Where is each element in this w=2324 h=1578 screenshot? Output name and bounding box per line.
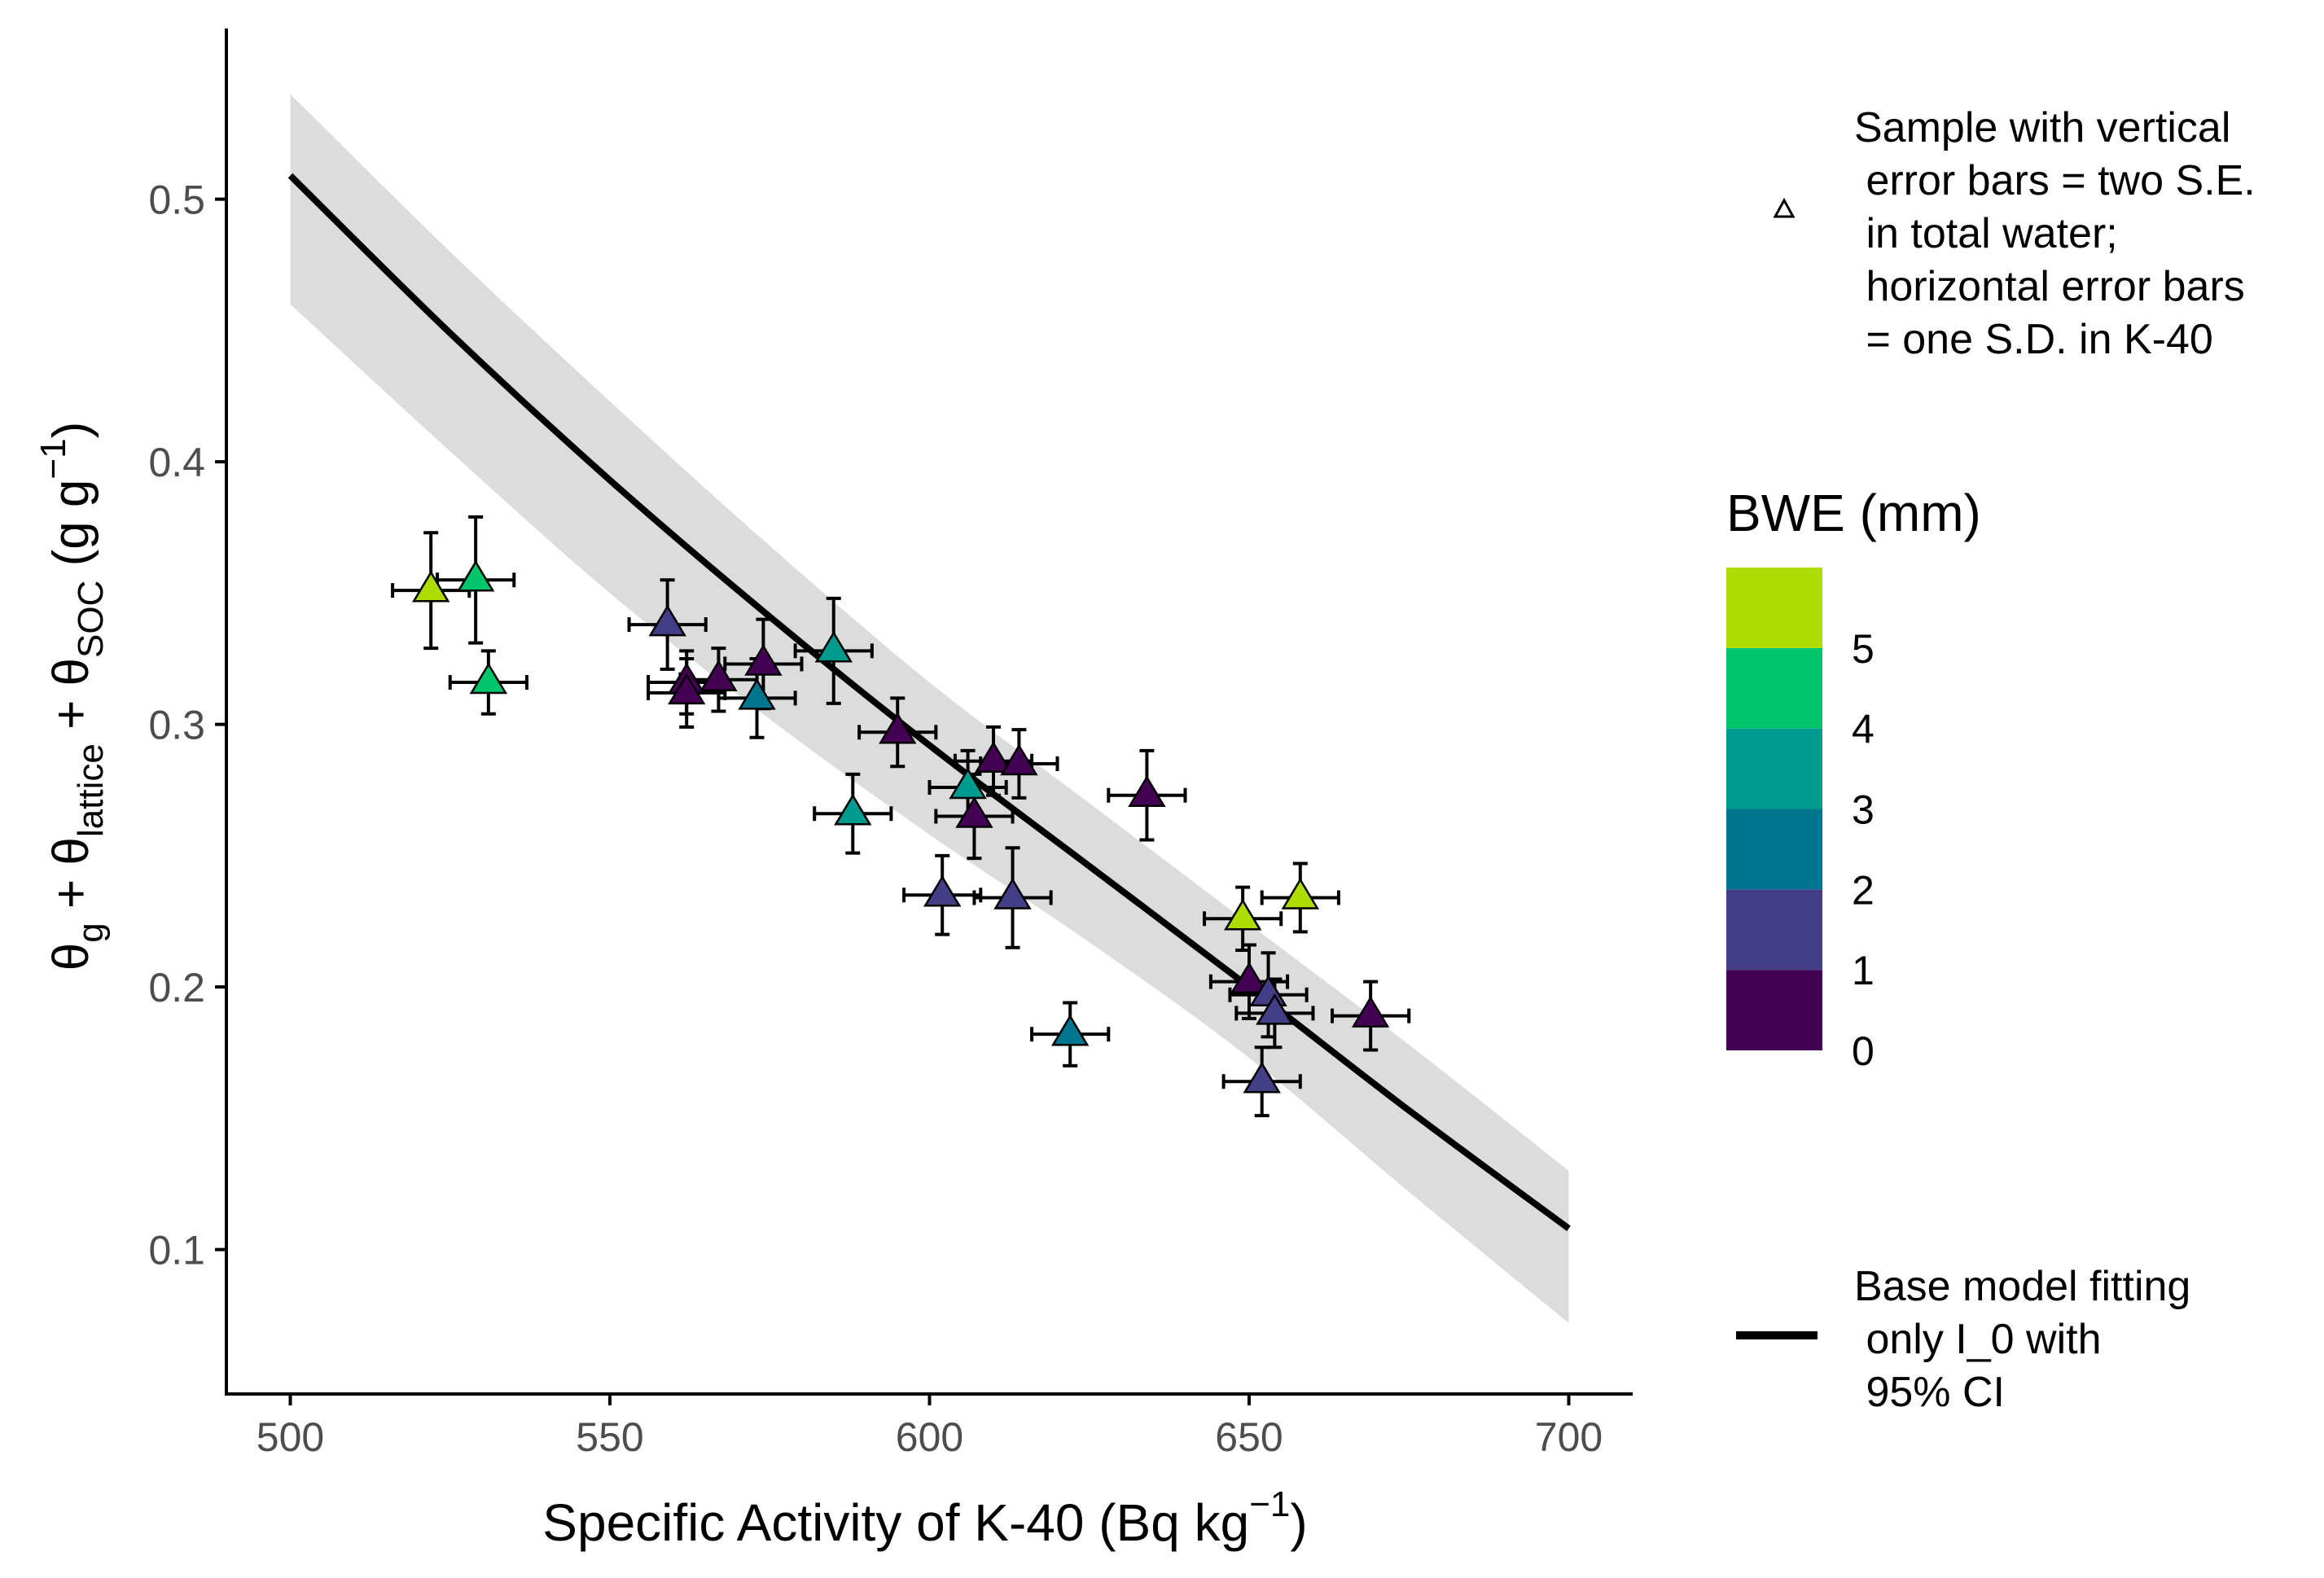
data-point-13 <box>949 767 987 800</box>
data-point-25 <box>1281 877 1320 910</box>
colorbar-tick-label-3: 3 <box>1852 787 1875 833</box>
data-point-26 <box>1351 996 1390 1028</box>
colorbar-band-1 <box>1726 889 1822 971</box>
legend-line-line-3: 95% CI <box>1854 1369 2005 1416</box>
colorbar-tick-label-5: 5 <box>1852 626 1875 672</box>
y-title-plus-2: + <box>43 686 99 743</box>
data-point-5 <box>667 673 706 705</box>
y-title-theta-soc: θ <box>43 658 99 686</box>
legend-point-line-3: in total water; <box>1854 210 2118 257</box>
colorbar-tick-label-1: 1 <box>1852 948 1875 993</box>
data-point-8 <box>744 643 783 676</box>
x-tick-label-650: 650 <box>1215 1414 1283 1460</box>
colorbar-band-3 <box>1726 728 1822 809</box>
x-axis-title-close: ) <box>1290 1493 1307 1552</box>
colorbar-bands <box>1726 568 1822 1050</box>
data-point-10 <box>834 793 872 826</box>
y-title-sub-lattice: lattice <box>71 743 111 837</box>
data-point-21 <box>1230 962 1269 993</box>
data-point-19 <box>1128 775 1166 807</box>
legend-colorbar: BWE (mm) 0 1 2 3 4 5 <box>1726 484 1981 1074</box>
data-point-17 <box>1000 743 1038 776</box>
legend-line-line-2: only I_0 with <box>1854 1316 2102 1363</box>
data-point-14 <box>955 796 993 828</box>
data-point-12 <box>923 874 962 907</box>
y-title-theta-g: θ <box>43 943 99 971</box>
colorbar-band-4 <box>1726 647 1822 729</box>
data-point-22 <box>1243 1061 1281 1094</box>
data-point-20 <box>1223 898 1262 931</box>
y-title-unit: (g g <box>43 480 99 581</box>
y-title-theta-lattice: θ <box>43 837 99 865</box>
data-point-16 <box>993 877 1032 910</box>
y-title-unit-close: ) <box>43 422 99 439</box>
point-layer <box>411 559 1390 1094</box>
data-point-1 <box>456 559 495 592</box>
legend-triangle-icon <box>1773 197 1796 218</box>
colorbar-band-0 <box>1726 970 1822 1050</box>
x-tick-label-550: 550 <box>576 1414 643 1460</box>
y-title-sub-soc: SOC <box>71 581 111 658</box>
legend-line-text: Base model fitting only I_0 with 95% CI <box>1854 1263 2190 1416</box>
data-point-0 <box>411 570 450 603</box>
legend-line-line-1: Base model fitting <box>1854 1263 2190 1310</box>
y-tick-label-0.1: 0.1 <box>148 1228 205 1273</box>
data-point-18 <box>1050 1014 1090 1046</box>
x-ticks: 500 550 600 650 700 <box>257 1394 1603 1460</box>
colorbar-band-2 <box>1726 809 1822 890</box>
data-point-9 <box>814 630 853 663</box>
y-axis-title: θg + θlattice + θSOC (g g−1) <box>33 422 111 971</box>
legend-point-line-4: horizontal error bars <box>1854 263 2245 310</box>
legend-point-text: Sample with vertical error bars = two S.… <box>0 0 2324 363</box>
y-ticks: 0.1 0.2 0.3 0.4 0.5 <box>148 178 226 1273</box>
y-tick-label-0.5: 0.5 <box>148 178 205 223</box>
data-point-7 <box>738 677 776 710</box>
y-tick-label-0.2: 0.2 <box>148 965 205 1010</box>
x-tick-label-500: 500 <box>257 1414 324 1460</box>
data-point-3 <box>648 604 686 637</box>
data-point-11 <box>879 712 917 744</box>
y-tick-label-0.3: 0.3 <box>148 703 205 748</box>
colorbar-title: BWE (mm) <box>1726 484 1981 542</box>
fit-line-layer <box>287 173 1571 1232</box>
colorbar-ticks: 0 1 2 3 4 5 <box>1852 626 1875 1074</box>
colorbar-tick-label-4: 4 <box>1852 707 1875 752</box>
legend-point-line-2: error bars = two S.E. <box>1854 157 2256 204</box>
colorbar-tick-label-0: 0 <box>1852 1028 1875 1074</box>
x-tick-label-700: 700 <box>1535 1414 1603 1460</box>
legend-point-line-5: = one S.D. in K-40 <box>1854 316 2213 363</box>
colorbar-tick-label-2: 2 <box>1852 867 1875 913</box>
y-title-plus-1: + <box>43 866 99 923</box>
data-point-24 <box>1256 993 1294 1025</box>
y-title-unit-sup: −1 <box>33 438 73 479</box>
y-title-sub-g: g <box>71 923 111 942</box>
data-point-6 <box>699 660 738 692</box>
legend-line: Base model fitting only I_0 with 95% CI <box>1736 1263 2190 1416</box>
x-tick-label-600: 600 <box>896 1414 963 1460</box>
legend-point: Sample with vertical error bars = two S.… <box>0 0 2324 363</box>
legend-point-line-1: Sample with vertical <box>1854 104 2230 151</box>
colorbar-band-5 <box>1726 568 1822 648</box>
fit-line <box>287 173 1571 1232</box>
x-axis-title: Specific Activity of K-40 (Bq kg−1) <box>542 1484 1307 1552</box>
data-point-15 <box>974 741 1013 774</box>
x-axis-title-main: Specific Activity of K-40 (Bq kg <box>542 1493 1249 1552</box>
x-axis-title-sup: −1 <box>1249 1484 1290 1524</box>
y-tick-label-0.4: 0.4 <box>148 440 205 485</box>
data-point-2 <box>469 662 508 695</box>
